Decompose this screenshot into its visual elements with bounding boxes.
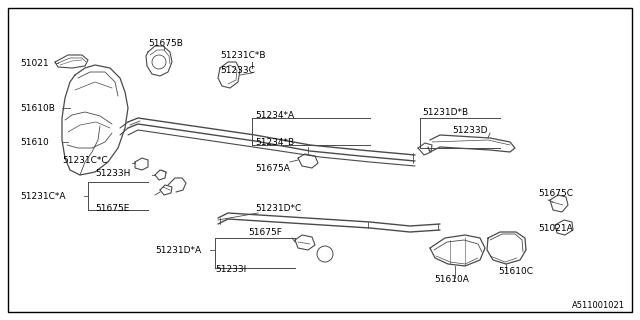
- Text: 51675C: 51675C: [538, 188, 573, 197]
- Text: 51233C: 51233C: [220, 66, 255, 75]
- Text: 51675E: 51675E: [95, 204, 129, 212]
- Text: 51675B: 51675B: [148, 38, 183, 47]
- Text: 51233H: 51233H: [95, 169, 131, 178]
- Text: 51231C*C: 51231C*C: [62, 156, 108, 164]
- Text: 51610C: 51610C: [498, 268, 533, 276]
- Text: 51675F: 51675F: [248, 228, 282, 236]
- Text: 51610: 51610: [20, 138, 49, 147]
- Text: 51231C*A: 51231C*A: [20, 191, 65, 201]
- Text: 51231D*A: 51231D*A: [155, 245, 201, 254]
- Text: A511001021: A511001021: [572, 301, 625, 310]
- Text: 51675A: 51675A: [255, 164, 290, 172]
- Text: 51234*A: 51234*A: [255, 110, 294, 119]
- Text: 51021A: 51021A: [538, 223, 573, 233]
- Text: 51231D*B: 51231D*B: [422, 108, 468, 116]
- Text: 51233D: 51233D: [452, 125, 488, 134]
- Text: 51021: 51021: [20, 59, 49, 68]
- Text: 51233I: 51233I: [215, 266, 246, 275]
- Text: 51234*B: 51234*B: [255, 138, 294, 147]
- Text: 51610B: 51610B: [20, 103, 55, 113]
- Text: 51610A: 51610A: [434, 276, 469, 284]
- Text: 51231D*C: 51231D*C: [255, 204, 301, 212]
- Text: 51231C*B: 51231C*B: [220, 51, 266, 60]
